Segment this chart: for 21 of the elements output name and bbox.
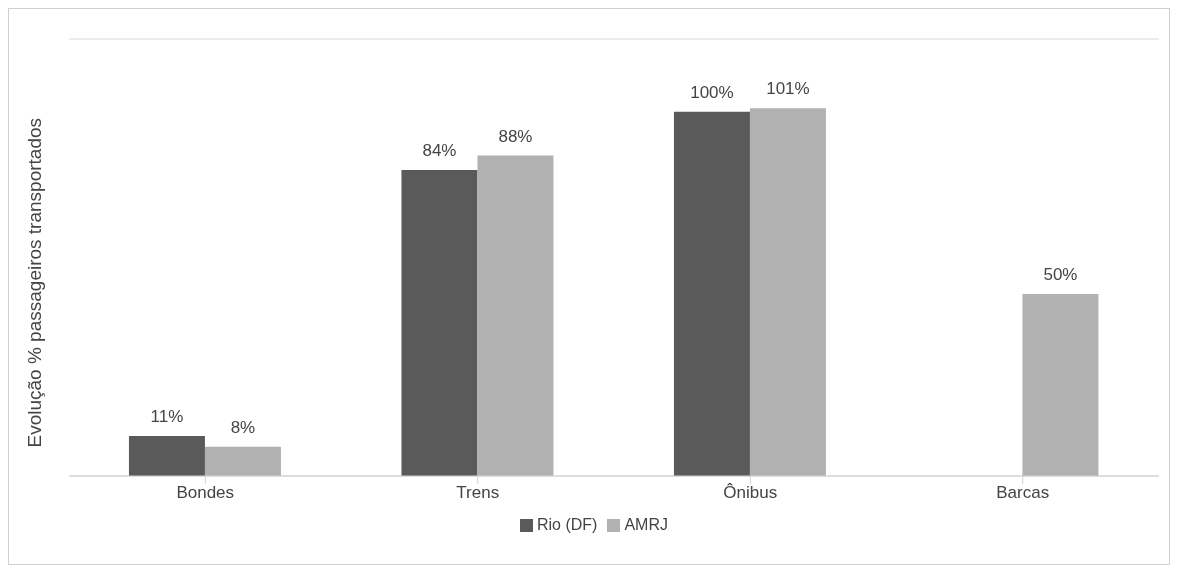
data-label: 84%	[422, 141, 457, 161]
legend-label: AMRJ	[624, 516, 668, 533]
bar	[401, 170, 478, 476]
data-label: 8%	[230, 417, 256, 437]
bar	[749, 108, 826, 476]
x-tick-label: Bondes	[176, 483, 235, 503]
x-tick-label: Barcas	[996, 483, 1050, 503]
x-tick-label: Ônibus	[723, 483, 778, 503]
data-label: 88%	[498, 126, 533, 146]
data-label: 100%	[690, 82, 734, 102]
x-tick-label: Trens	[456, 483, 500, 503]
bar	[204, 446, 281, 476]
y-axis-title: Evolução % passageiros transportados	[23, 117, 45, 448]
bar	[477, 155, 554, 476]
legend-label: Rio (DF)	[537, 516, 598, 533]
bar	[128, 435, 205, 476]
bar	[1022, 293, 1099, 476]
data-label: 101%	[766, 79, 810, 99]
data-label: 50%	[1043, 264, 1078, 284]
data-label: 11%	[150, 406, 184, 426]
bar	[673, 111, 750, 476]
